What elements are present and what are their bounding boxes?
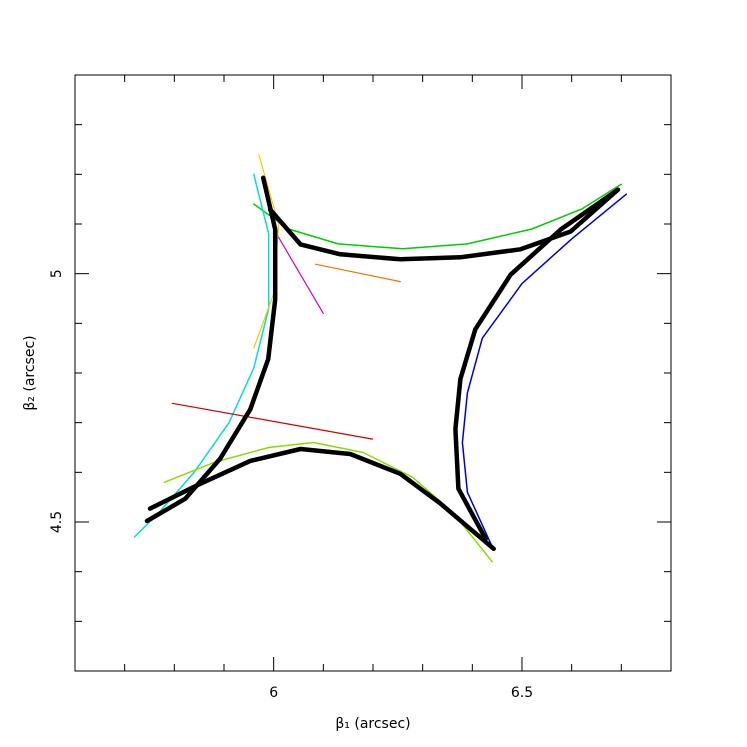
- x-tick-label: 6.5: [511, 685, 533, 701]
- x-tick-label: 6: [269, 685, 278, 701]
- caustic-line: [163, 441, 493, 563]
- caustic-line: [133, 173, 270, 538]
- y-axis-label: β₂ (arcsec): [22, 335, 38, 410]
- y-tick-label: 5: [49, 269, 65, 278]
- caustic-line: [144, 175, 278, 524]
- caustic-line: [171, 402, 374, 440]
- caustic-line: [267, 187, 621, 262]
- caustic-line: [253, 183, 623, 250]
- y-tick-label: 4.5: [49, 511, 65, 533]
- x-axis-label: β₁ (arcsec): [335, 716, 410, 732]
- caustic-line: [273, 228, 324, 314]
- caustic-line: [453, 187, 621, 542]
- caustic-line: [147, 446, 496, 552]
- plot-frame: [74, 74, 672, 672]
- caustic-line: [314, 263, 401, 283]
- caustic-line: [461, 193, 628, 548]
